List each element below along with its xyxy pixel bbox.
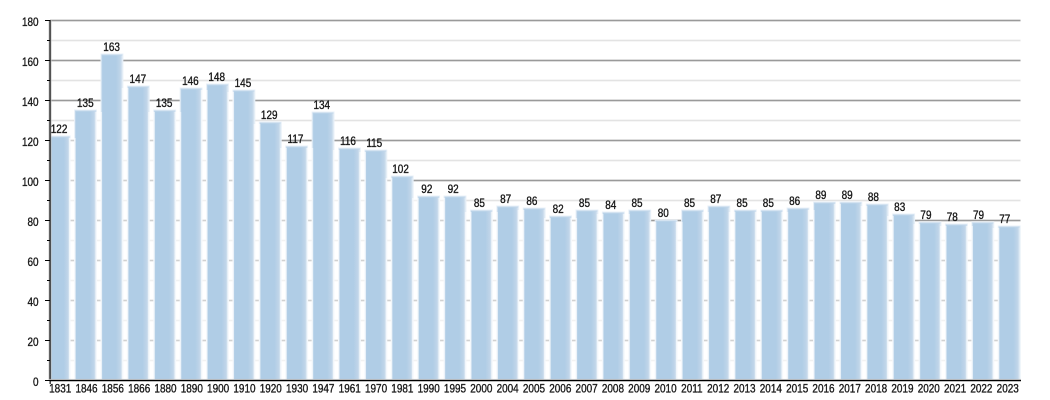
svg-text:1961: 1961 [339,383,361,396]
svg-text:84: 84 [605,199,616,212]
svg-text:120: 120 [22,136,39,149]
svg-text:180: 180 [22,16,39,29]
svg-text:86: 86 [789,195,800,208]
svg-text:2019: 2019 [891,383,913,396]
svg-text:1866: 1866 [128,383,150,396]
svg-text:1970: 1970 [365,383,387,396]
svg-text:1856: 1856 [102,383,124,396]
svg-text:80: 80 [658,207,669,220]
svg-text:2006: 2006 [549,383,571,396]
svg-text:100: 100 [22,176,39,189]
svg-text:89: 89 [842,189,853,202]
svg-text:92: 92 [448,183,459,196]
svg-text:1947: 1947 [312,383,334,396]
svg-text:40: 40 [28,296,39,309]
svg-text:134: 134 [313,99,330,112]
svg-text:117: 117 [288,133,304,146]
svg-text:140: 140 [22,96,39,109]
svg-text:87: 87 [500,193,511,206]
svg-text:77: 77 [999,213,1010,226]
svg-text:20: 20 [28,336,39,349]
svg-text:135: 135 [77,97,94,110]
svg-text:2013: 2013 [733,383,755,396]
svg-text:2020: 2020 [918,383,940,396]
svg-text:146: 146 [182,75,199,88]
svg-text:1831: 1831 [49,383,71,396]
svg-text:85: 85 [737,197,748,210]
svg-text:0: 0 [33,376,39,389]
svg-text:60: 60 [28,256,39,269]
svg-text:148: 148 [208,71,225,84]
svg-text:2022: 2022 [970,383,992,396]
svg-text:82: 82 [553,203,564,216]
svg-text:87: 87 [710,193,721,206]
svg-text:1900: 1900 [207,383,229,396]
svg-text:2016: 2016 [812,383,834,396]
svg-text:2021: 2021 [944,383,966,396]
svg-text:92: 92 [421,183,432,196]
svg-text:2012: 2012 [707,383,729,396]
svg-text:85: 85 [631,197,642,210]
svg-text:1930: 1930 [286,383,308,396]
svg-text:85: 85 [763,197,774,210]
svg-text:88: 88 [868,191,879,204]
svg-text:85: 85 [474,197,485,210]
svg-text:89: 89 [815,189,826,202]
svg-text:116: 116 [340,135,356,148]
svg-text:83: 83 [894,201,905,214]
svg-text:2000: 2000 [470,383,492,396]
svg-text:2007: 2007 [576,383,598,396]
svg-text:2014: 2014 [760,383,782,396]
svg-text:86: 86 [526,195,537,208]
svg-text:2018: 2018 [865,383,887,396]
svg-text:85: 85 [684,197,695,210]
svg-text:160: 160 [22,56,39,69]
svg-text:85: 85 [579,197,590,210]
svg-text:1846: 1846 [75,383,97,396]
svg-text:1920: 1920 [260,383,282,396]
svg-text:2004: 2004 [497,383,519,396]
svg-text:122: 122 [51,123,68,136]
svg-text:80: 80 [28,216,39,229]
svg-text:102: 102 [392,163,409,176]
svg-text:79: 79 [973,209,984,222]
svg-text:78: 78 [947,211,958,224]
svg-text:2009: 2009 [628,383,650,396]
svg-text:1890: 1890 [181,383,203,396]
svg-text:2015: 2015 [786,383,808,396]
svg-text:2010: 2010 [654,383,676,396]
svg-text:163: 163 [103,41,120,54]
svg-text:129: 129 [261,109,278,122]
svg-text:1981: 1981 [391,383,413,396]
svg-text:147: 147 [130,73,147,86]
svg-text:135: 135 [156,97,173,110]
svg-text:2005: 2005 [523,383,545,396]
svg-text:145: 145 [235,77,252,90]
svg-text:115: 115 [366,137,382,150]
svg-text:1880: 1880 [154,383,176,396]
svg-text:1990: 1990 [418,383,440,396]
svg-text:2011: 2011 [681,383,702,396]
svg-text:1995: 1995 [444,383,466,396]
svg-text:2008: 2008 [602,383,624,396]
svg-text:2017: 2017 [839,383,861,396]
svg-text:1910: 1910 [233,383,255,396]
svg-text:2023: 2023 [997,383,1019,396]
svg-text:79: 79 [920,209,931,222]
